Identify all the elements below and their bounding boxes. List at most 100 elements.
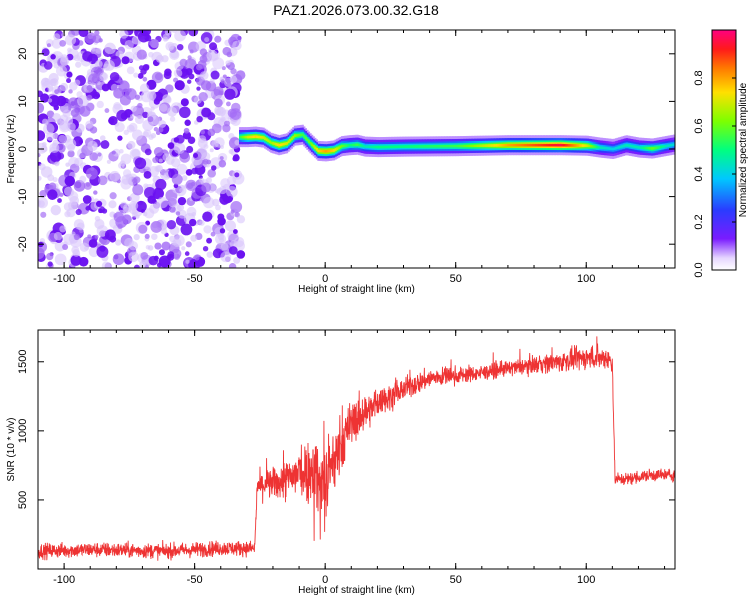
noise-blob — [43, 61, 53, 70]
noise-blob — [51, 85, 62, 96]
ridge-cell — [494, 144, 497, 147]
ridge-cell — [339, 145, 342, 149]
noise-blob — [202, 211, 213, 222]
ridge-cell — [558, 143, 561, 147]
ridge-cell — [265, 138, 268, 141]
ridge-cell — [472, 144, 475, 148]
ridge-cell — [525, 143, 528, 147]
noise-blob — [89, 152, 99, 161]
ridge-cell — [284, 142, 287, 145]
noise-blob — [93, 190, 98, 195]
noise-blob — [58, 134, 67, 143]
ridge-cell — [633, 145, 636, 149]
noise-blob — [160, 227, 168, 235]
noise-blob — [119, 30, 129, 39]
noise-blob — [42, 118, 49, 125]
ridge-cell — [531, 143, 535, 147]
noise-blob — [121, 56, 130, 65]
noise-blob — [95, 200, 103, 208]
ridge-cell — [489, 144, 492, 147]
noise-blob — [108, 115, 118, 126]
noise-blob — [204, 37, 210, 43]
noise-blob — [169, 116, 176, 122]
ridge-cell — [603, 146, 607, 150]
ridge-cell — [318, 149, 322, 153]
ridge-cell — [510, 143, 513, 147]
ridge-cell — [502, 143, 505, 147]
ridge-cell — [303, 135, 306, 138]
ridge-cell — [553, 143, 557, 147]
noise-blob — [50, 204, 62, 216]
ridge-cell — [594, 145, 597, 149]
noise-blob — [94, 60, 103, 68]
snr-y-tick-label: 500 — [17, 491, 29, 509]
noise-blob — [198, 91, 208, 102]
ridge-cell — [417, 145, 420, 148]
ridge-cell — [445, 144, 448, 148]
noise-blob — [124, 39, 134, 50]
ridge-cell — [354, 143, 358, 147]
ridge-cell — [669, 143, 672, 147]
noise-blob — [180, 98, 189, 107]
noise-blob — [234, 139, 240, 146]
noise-blob — [218, 159, 227, 168]
noise-blob — [163, 172, 170, 179]
noise-blob — [162, 94, 171, 103]
noise-blob — [142, 211, 148, 217]
ridge-cell — [400, 145, 403, 148]
noise-blob — [161, 241, 171, 251]
noise-blob — [175, 134, 185, 144]
ridge-cell — [455, 144, 458, 148]
noise-blob — [101, 208, 108, 214]
ridge-cell — [307, 140, 311, 143]
noise-blob — [53, 33, 61, 41]
ridge-cell — [524, 143, 527, 147]
ridge-cell — [423, 145, 427, 148]
ridge-cell — [437, 144, 441, 148]
noise-blob — [207, 169, 217, 178]
noise-blob — [55, 65, 68, 77]
noise-blob — [222, 124, 231, 133]
ridge-cell — [276, 143, 279, 147]
noise-blob — [59, 40, 67, 47]
noise-blob — [133, 72, 139, 78]
noise-blob — [206, 49, 219, 62]
ridge-cell — [373, 145, 376, 149]
ridge-cell — [473, 144, 477, 148]
noise-blob — [225, 101, 231, 107]
noise-blob — [224, 220, 237, 232]
noise-blob — [70, 109, 79, 118]
ridge-cell — [544, 143, 547, 147]
ridge-cell — [588, 144, 591, 148]
ridge-cell — [369, 145, 372, 149]
noise-blob — [67, 47, 72, 53]
ridge-cell — [411, 145, 414, 148]
ridge-cell — [644, 146, 647, 150]
spectrogram-x-tick-label: 50 — [450, 273, 462, 285]
noise-blob — [232, 154, 240, 162]
ridge-cell — [246, 135, 250, 139]
noise-blob — [59, 225, 67, 233]
ridge-cell — [665, 144, 668, 148]
noise-blob — [88, 239, 98, 248]
ridge-cell — [516, 143, 519, 147]
ridge-cell — [596, 145, 599, 149]
noise-blob — [66, 207, 76, 218]
ridge-cell — [566, 143, 569, 147]
ridge-cell — [412, 145, 416, 148]
noise-blob — [194, 255, 200, 261]
noise-blob — [186, 206, 197, 217]
ridge-cell — [638, 146, 641, 149]
noise-blob — [64, 34, 77, 46]
ridge-cell — [607, 147, 610, 150]
ridge-cell — [650, 147, 654, 150]
ridge-cell — [364, 145, 367, 148]
noise-blob — [215, 233, 227, 245]
noise-blob — [94, 30, 100, 36]
snr-x-tick-label: -50 — [187, 574, 203, 586]
noise-blob — [49, 142, 60, 154]
ridge-cell — [271, 141, 275, 145]
ridge-cell — [289, 138, 292, 142]
ridge-cell — [654, 146, 657, 150]
